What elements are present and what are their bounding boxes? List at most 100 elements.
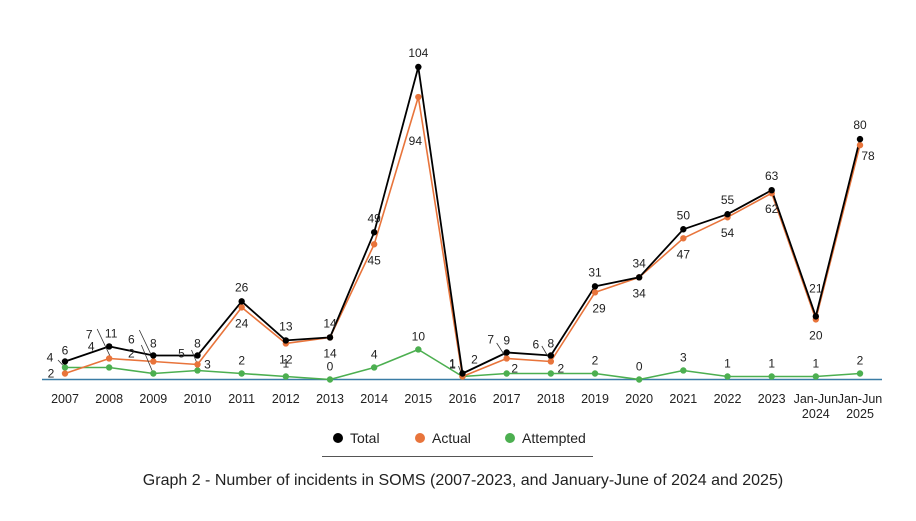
data-label-attempted: 1 (449, 357, 456, 371)
data-point-attempted (415, 346, 422, 353)
data-point-total (150, 352, 157, 359)
leader-line (96, 328, 112, 359)
data-label-actual: 6 (532, 337, 539, 351)
data-label-total: 13 (279, 319, 293, 333)
data-label-total: 50 (677, 208, 691, 222)
data-point-total (547, 352, 555, 359)
data-label-total: 80 (853, 118, 867, 132)
x-tick-label: 2012 (272, 392, 300, 406)
x-tick-line: 2025 (846, 407, 874, 421)
data-point-attempted (503, 370, 510, 377)
legend-item-actual: Actual (415, 430, 471, 446)
data-label-attempted: 3 (680, 350, 687, 364)
legend-marker-attempted (505, 433, 515, 443)
data-point-attempted (150, 370, 157, 377)
data-label-actual: 2 (48, 366, 55, 380)
data-label-attempted: 1 (282, 356, 289, 370)
data-label-total: 34 (632, 256, 646, 270)
data-label-actual: 7 (487, 332, 494, 346)
legend-label-actual: Actual (432, 430, 471, 446)
data-label-attempted: 4 (371, 347, 378, 361)
data-point-total (459, 370, 466, 377)
data-label-actual: 34 (632, 286, 646, 300)
x-tick-label: 2019 (581, 392, 609, 406)
data-label-actual: 47 (677, 247, 691, 261)
x-tick-label: 2017 (493, 392, 521, 406)
x-tick-label: 2010 (184, 392, 212, 406)
x-tick-label: 2022 (714, 392, 742, 406)
x-tick-label: 2016 (449, 392, 477, 406)
legend-marker-total (333, 433, 343, 443)
data-point-attempted (238, 370, 245, 377)
legend: Total Actual Attempted (333, 430, 586, 446)
data-label-total: 6 (62, 343, 69, 357)
data-point-total (856, 135, 864, 143)
data-label-attempted: 1 (812, 356, 819, 370)
data-label-attempted: 2 (238, 353, 245, 367)
data-label-total: 55 (721, 193, 735, 207)
data-point-actual (238, 304, 245, 311)
x-tick-label: 2021 (669, 392, 697, 406)
data-point-total (680, 226, 687, 233)
x-tick-label: 2023 (758, 392, 786, 406)
data-point-total (591, 283, 599, 290)
data-label-actual: 78 (861, 149, 875, 163)
data-point-total (635, 274, 643, 281)
data-point-attempted (724, 373, 731, 380)
data-label-total: 26 (235, 280, 249, 294)
data-point-total (370, 229, 378, 236)
data-point-total (768, 186, 775, 194)
data-point-attempted (591, 370, 599, 377)
data-label-total: 63 (765, 169, 779, 183)
data-point-actual (61, 370, 69, 377)
data-points (61, 63, 864, 383)
x-tick-line: Jan-Jun (838, 392, 883, 406)
data-label-actual: 5 (178, 346, 185, 360)
data-point-actual (370, 241, 378, 248)
series-lines (64, 66, 861, 381)
data-label-total: 14 (323, 316, 337, 330)
data-point-total (415, 63, 422, 71)
data-label-actual: 54 (721, 226, 735, 240)
data-point-attempted (635, 376, 643, 383)
x-tick-label: 2015 (404, 392, 432, 406)
data-point-attempted (812, 373, 820, 380)
data-point-actual (680, 235, 687, 242)
data-point-attempted (547, 370, 555, 377)
series-line-actual (64, 96, 861, 378)
series-line-total (64, 66, 861, 375)
data-label-total: 104 (408, 46, 428, 60)
data-label-attempted: 2 (857, 353, 864, 367)
legend-item-total: Total (333, 430, 380, 446)
data-label-actual: 94 (409, 134, 423, 148)
data-label-actual: 12 (279, 352, 293, 366)
data-point-total (105, 343, 113, 350)
legend-marker-actual (415, 433, 425, 443)
data-point-actual (194, 361, 201, 368)
data-point-attempted (194, 367, 201, 374)
data-label-total: 8 (547, 336, 554, 350)
data-point-actual (503, 355, 510, 362)
data-label-actual: 14 (323, 346, 337, 360)
x-tick-labels: 2007 2008 2009 2010 2011 2012 2013 2014 2015 2016… (51, 392, 882, 421)
data-point-actual (547, 358, 555, 365)
data-label-total: 49 (367, 211, 381, 225)
data-point-attempted (61, 364, 69, 371)
x-tick-label: 2011 (228, 392, 255, 406)
x-tick-label: 2020 (625, 392, 653, 406)
x-tick-line: Jan-Jun (794, 392, 839, 406)
data-label-attempted: 4 (88, 339, 95, 353)
data-label-attempted: 3 (204, 357, 211, 371)
data-label-total: 9 (503, 333, 510, 347)
data-point-total (238, 298, 245, 305)
data-label-total: 21 (809, 281, 823, 295)
x-tick-line: 2024 (802, 407, 830, 421)
data-point-actual (591, 289, 599, 296)
data-point-total (812, 313, 820, 320)
x-tick-label: 2014 (360, 392, 388, 406)
data-label-actual: 29 (592, 301, 606, 315)
data-label-total: 8 (150, 336, 157, 350)
data-label-attempted: 0 (327, 360, 334, 374)
